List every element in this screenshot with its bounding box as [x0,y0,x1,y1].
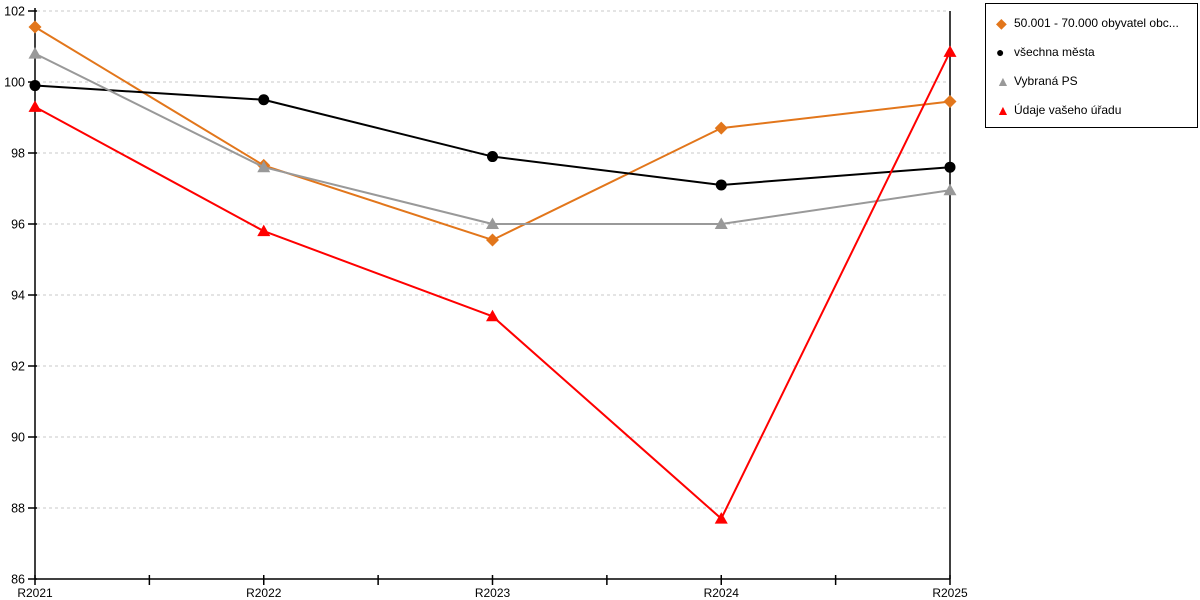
chart-legend: ◆ 50.001 - 70.000 obyvatel obc... ● všechna… [985,3,1198,128]
y-axis-label: 98 [11,147,25,161]
data-point-triangle [486,309,499,322]
x-axis-label: R2022 [246,586,282,600]
series-line-0 [34,26,951,241]
data-point-circle [258,94,270,106]
data-point-circle [944,161,956,173]
y-axis-label: 102 [4,5,25,19]
x-axis-label: R2021 [17,586,53,600]
series-line-1 [34,84,951,186]
legend-label: všechna města [1014,45,1095,59]
legend-item-1[interactable]: ● všechna města [996,41,1187,63]
data-point-diamond [714,121,728,135]
legend-item-2[interactable]: ▲ Vybraná PS [996,70,1187,92]
data-point-triangle [714,512,728,524]
legend-item-3[interactable]: ▲ Údaje vašeho úřadu [996,99,1187,121]
y-axis-label: 88 [11,502,25,516]
y-axis-label: 90 [11,431,25,445]
legend-label: Vybraná PS [1014,74,1078,88]
data-point-diamond [943,95,957,109]
data-point-circle [487,151,498,163]
data-point-triangle [714,217,728,229]
data-point-triangle [943,45,957,57]
y-axis-label: 92 [11,360,25,374]
y-axis-label: 86 [11,573,25,587]
data-point-triangle [943,183,957,196]
x-axis-label: R2025 [932,586,968,600]
data-point-diamond [28,20,42,34]
data-point-triangle [257,160,271,173]
data-point-triangle [257,224,271,237]
data-point-triangle [28,100,42,112]
y-axis-label: 100 [4,76,25,90]
triangle-marker-icon: ▲ [996,102,1010,118]
data-point-triangle [486,217,499,229]
x-axis-label: R2023 [475,586,511,600]
data-point-diamond [486,233,499,247]
legend-label: Údaje vašeho úřadu [1014,103,1122,117]
data-point-triangle [28,47,42,59]
y-axis-label: 94 [11,289,25,303]
data-point-circle [715,179,727,191]
legend-label: 50.001 - 70.000 obyvatel obc... [1014,16,1179,30]
diamond-marker-icon: ◆ [996,15,1007,31]
series-line-2 [34,52,951,225]
y-axis-label: 96 [11,218,25,232]
circle-marker-icon: ● [996,44,1005,60]
legend-item-0[interactable]: ◆ 50.001 - 70.000 obyvatel obc... [996,12,1187,34]
data-point-circle [29,80,41,92]
triangle-marker-icon: ▲ [996,73,1010,89]
x-axis-label: R2024 [704,586,740,600]
